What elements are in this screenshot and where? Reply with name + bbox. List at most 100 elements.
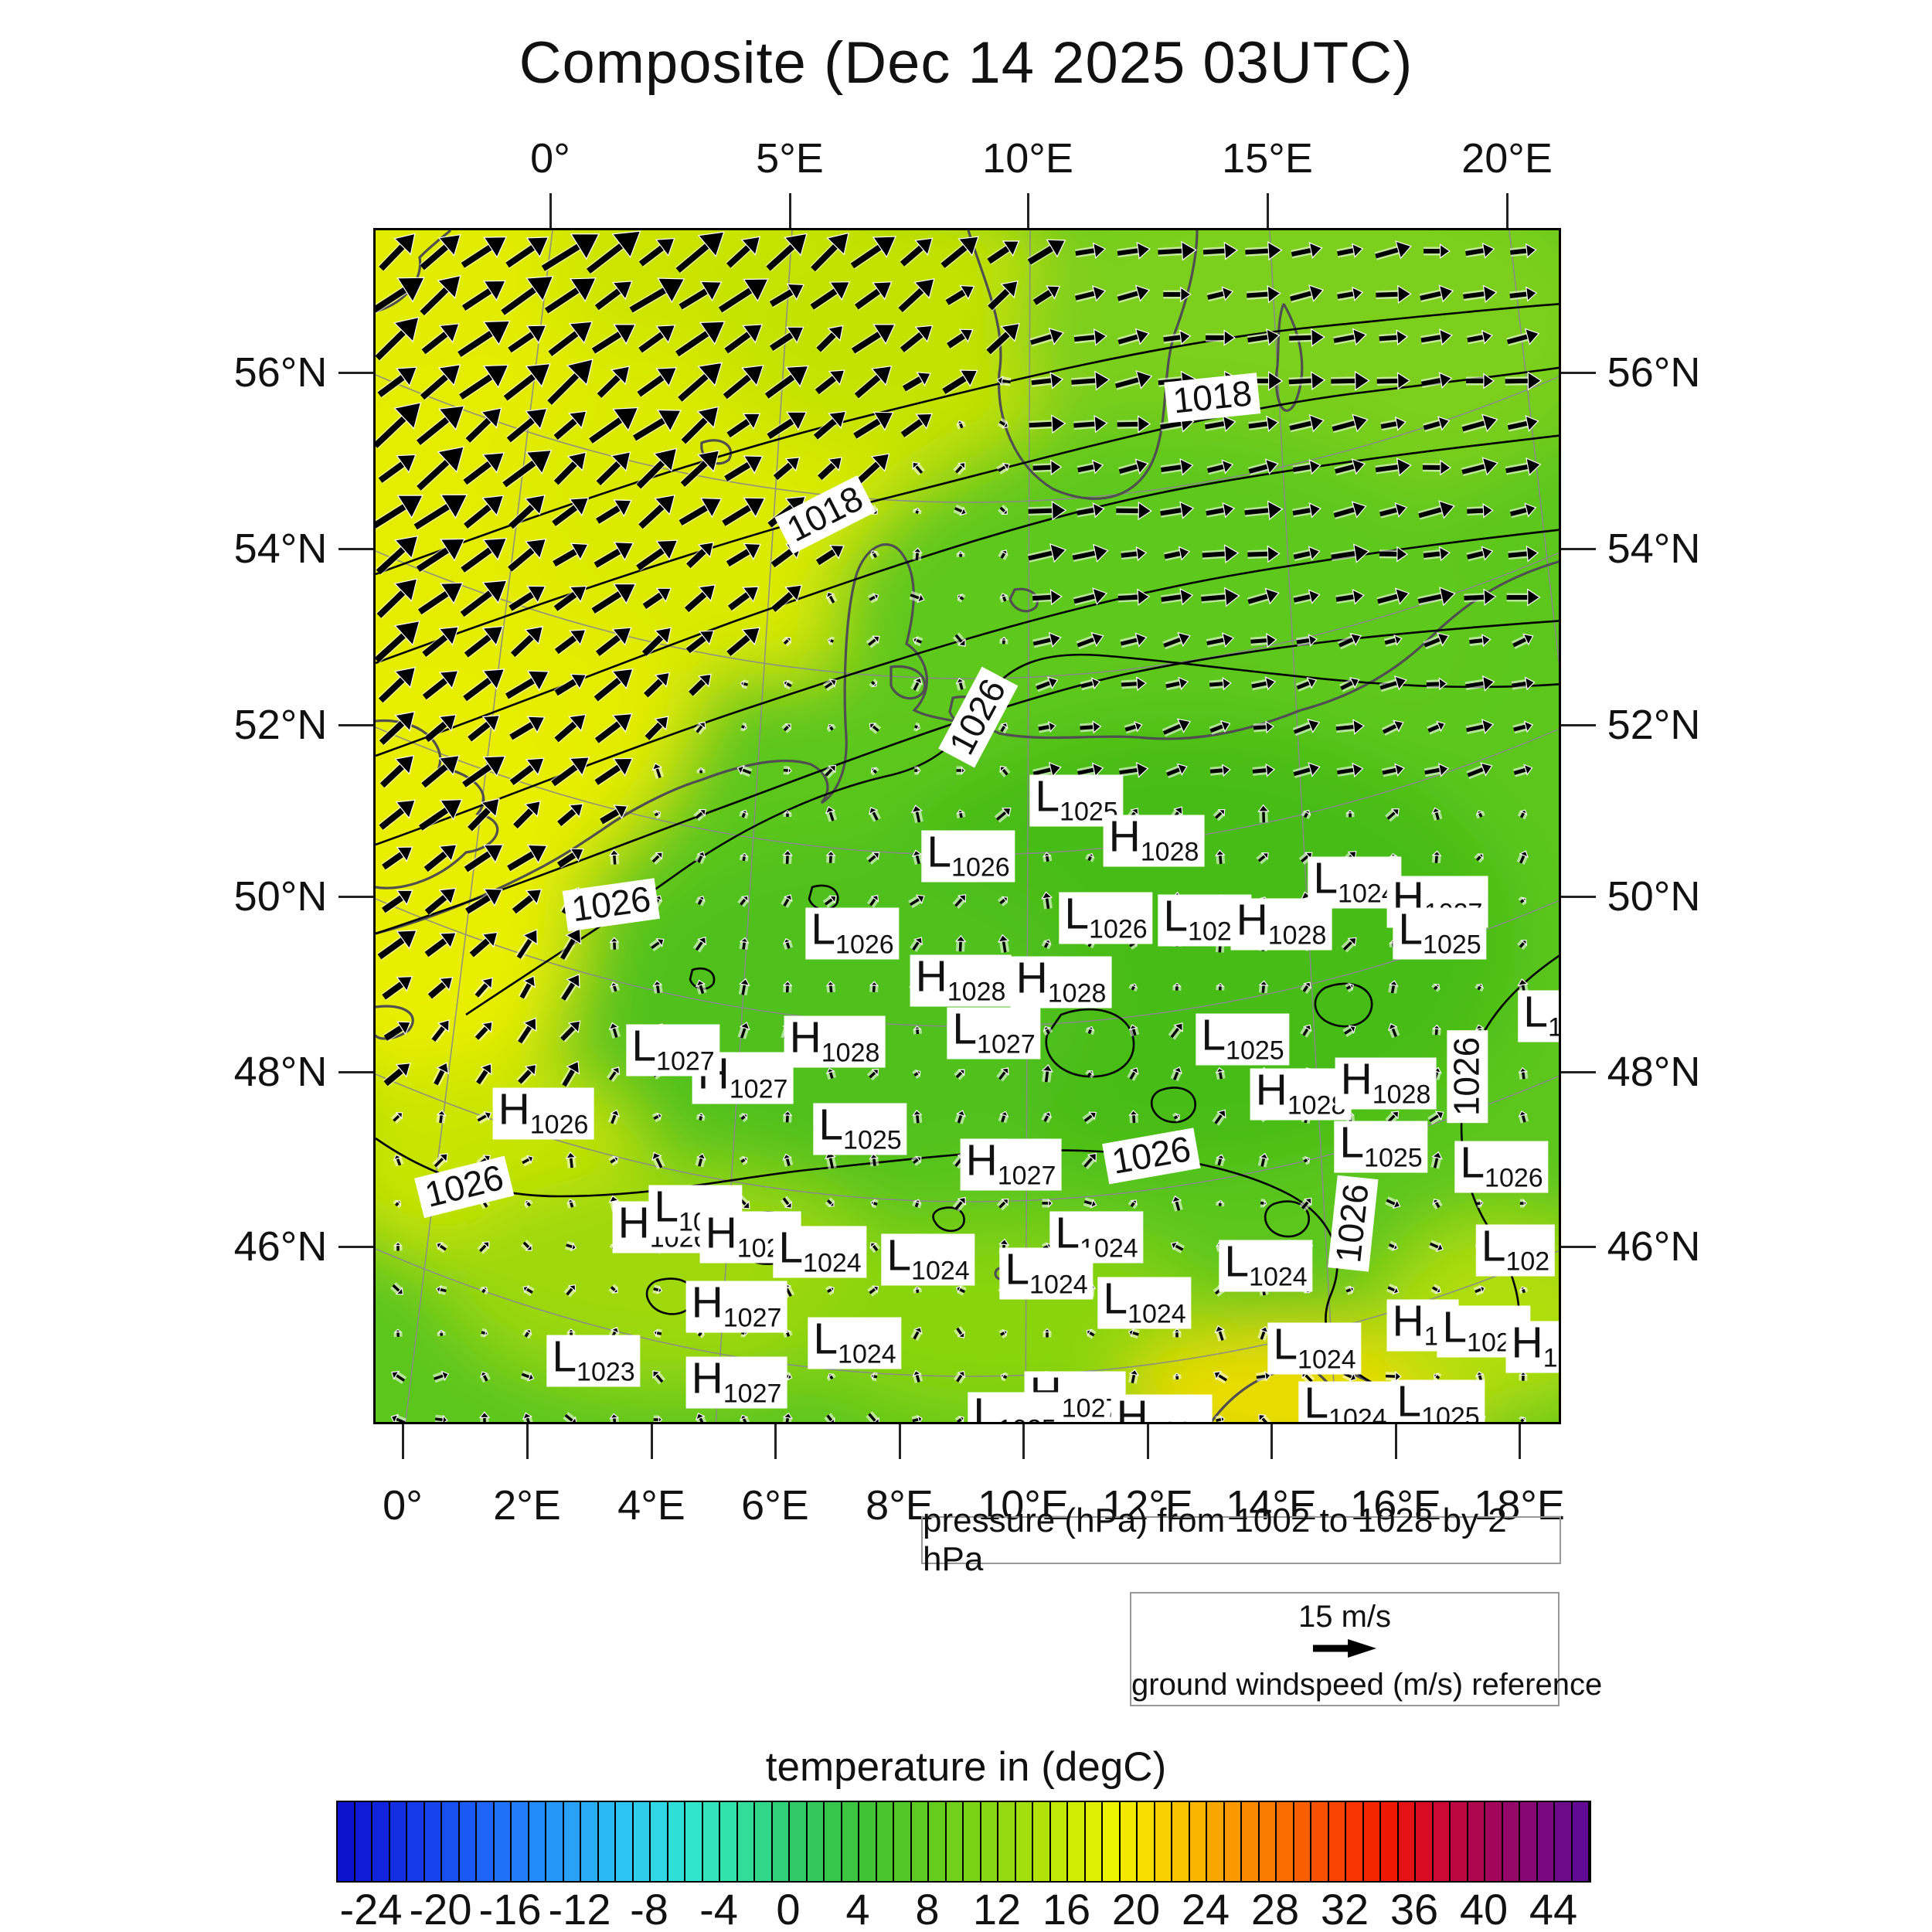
colorbar-tick-label: -20: [409, 1885, 472, 1932]
wind-reference-caption: ground windspeed (m/s) reference: [1131, 1668, 1603, 1702]
axis-tick: [401, 1424, 404, 1459]
colorbar-cell: [477, 1802, 495, 1881]
axis-tick: [1266, 193, 1269, 228]
pressure-marker-low: L1024: [881, 1233, 975, 1286]
lon-label-bottom: 18°E: [1474, 1482, 1565, 1529]
axis-tick: [898, 1424, 901, 1459]
colorbar-cell: [1015, 1802, 1033, 1881]
temperature-colorbar: [336, 1801, 1591, 1883]
colorbar-cell: [1050, 1802, 1068, 1881]
colorbar-cell: [1451, 1802, 1468, 1881]
lat-label-right: 46°N: [1607, 1223, 1701, 1270]
colorbar-cell: [1277, 1802, 1294, 1881]
pressure-marker-low: L1025: [1334, 1121, 1428, 1173]
axis-tick: [338, 723, 373, 726]
pressure-marker-low: L1024: [808, 1317, 902, 1369]
pressure-marker-high: H1028: [1103, 815, 1205, 867]
lon-label-bottom: 12°E: [1102, 1482, 1193, 1529]
colorbar-tick-label: 4: [845, 1885, 870, 1932]
colorbar-cell: [737, 1802, 755, 1881]
colorbar-cell: [1207, 1802, 1225, 1881]
pressure-marker-high: H1027: [685, 1356, 787, 1409]
lon-label-bottom: 6°E: [741, 1482, 809, 1529]
colorbar-cell: [1520, 1802, 1538, 1881]
colorbar-cell: [1416, 1802, 1434, 1881]
contour-value-label: 1026: [1446, 1029, 1488, 1124]
lat-label-right: 50°N: [1607, 873, 1701, 920]
colorbar-cell: [581, 1802, 599, 1881]
colorbar-cell: [668, 1802, 685, 1881]
pressure-marker-low: L1026: [921, 830, 1015, 883]
pressure-marker-low: L1023: [546, 1335, 641, 1387]
axis-tick: [1518, 1424, 1521, 1459]
wind-reference-legend: 15 m/s ground windspeed (m/s) reference: [1130, 1592, 1603, 1706]
colorbar-cell: [1363, 1802, 1381, 1881]
page-title: Composite (Dec 14 2025 03UTC): [519, 30, 1413, 96]
colorbar-cell: [389, 1802, 407, 1881]
colorbar-cell: [1537, 1802, 1555, 1881]
pressure-marker-low: L10: [1518, 990, 1559, 1043]
lon-label-bottom: 4°E: [617, 1482, 685, 1529]
colorbar-cell: [1155, 1802, 1172, 1881]
pressure-caption-box: pressure (hPa) from 1002 to 1028 by 2 hP…: [921, 1502, 1561, 1578]
axis-tick: [1026, 193, 1029, 228]
pressure-marker-low: L1024: [999, 1247, 1094, 1300]
lat-label-left: 48°N: [233, 1049, 328, 1095]
pressure-caption-text: pressure (hPa) from 1002 to 1028 by 2 hP…: [923, 1502, 1507, 1578]
colorbar-cell: [1555, 1802, 1573, 1881]
colorbar-cell: [1572, 1802, 1590, 1881]
colorbar-tick-label: 16: [1042, 1885, 1091, 1932]
colorbar-cell: [546, 1802, 564, 1881]
axis-tick: [1146, 1424, 1149, 1459]
colorbar-cell: [1294, 1802, 1311, 1881]
lat-label-left: 50°N: [233, 873, 328, 920]
colorbar-tick-label: 44: [1529, 1885, 1578, 1932]
axis-tick: [1505, 193, 1509, 228]
axis-tick: [1561, 895, 1596, 898]
wind-reference-speed: 15 m/s: [1298, 1600, 1392, 1634]
colorbar-cell: [720, 1802, 738, 1881]
pressure-marker-high: H10: [1505, 1321, 1559, 1373]
colorbar-cell: [964, 1802, 981, 1881]
axis-tick: [338, 1245, 373, 1248]
lon-label-bottom: 0°: [383, 1482, 423, 1529]
pressure-marker-low: L1024: [1298, 1381, 1393, 1422]
pressure-marker-low: L1025: [1393, 907, 1487, 960]
colorbar-cell: [598, 1802, 616, 1881]
colorbar-title: temperature in (degC): [765, 1744, 1167, 1790]
colorbar-cell: [407, 1802, 425, 1881]
colorbar-cell: [442, 1802, 460, 1881]
pressure-marker-low: L1026: [1059, 892, 1153, 944]
lat-label-right: 56°N: [1607, 349, 1701, 396]
colorbar-cell: [512, 1802, 529, 1881]
colorbar-cell: [1033, 1802, 1051, 1881]
colorbar-cell: [529, 1802, 546, 1881]
lat-label-left: 52°N: [233, 702, 328, 748]
colorbar-cell: [1259, 1802, 1277, 1881]
colorbar-cell: [1328, 1802, 1346, 1881]
colorbar-tick-label: 8: [915, 1885, 940, 1932]
lat-label-right: 52°N: [1607, 702, 1701, 748]
axis-tick: [1394, 1424, 1397, 1459]
colorbar-tick-label: -12: [548, 1885, 611, 1932]
colorbar-cell: [876, 1802, 894, 1881]
colorbar-cell: [1502, 1802, 1520, 1881]
lat-label-right: 54°N: [1607, 526, 1701, 572]
axis-tick: [338, 1070, 373, 1073]
axis-tick: [774, 1424, 777, 1459]
pressure-marker-low: L1024: [1219, 1240, 1313, 1292]
pressure-marker-low: L1026: [1454, 1141, 1549, 1193]
wind-arrows: [376, 230, 1543, 1422]
colorbar-cell: [1120, 1802, 1138, 1881]
axis-tick: [788, 193, 791, 228]
colorbar-cell: [946, 1802, 964, 1881]
lon-label-bottom: 2°E: [493, 1482, 561, 1529]
lon-label-bottom: 14°E: [1226, 1482, 1317, 1529]
pressure-marker-low: L102: [1475, 1224, 1556, 1277]
colorbar-cell: [1485, 1802, 1503, 1881]
pressure-marker-high: H1028: [1335, 1057, 1437, 1110]
axis-tick: [1561, 1070, 1596, 1073]
pressure-marker-low: L1027: [626, 1024, 720, 1077]
colorbar-cell: [1381, 1802, 1399, 1881]
